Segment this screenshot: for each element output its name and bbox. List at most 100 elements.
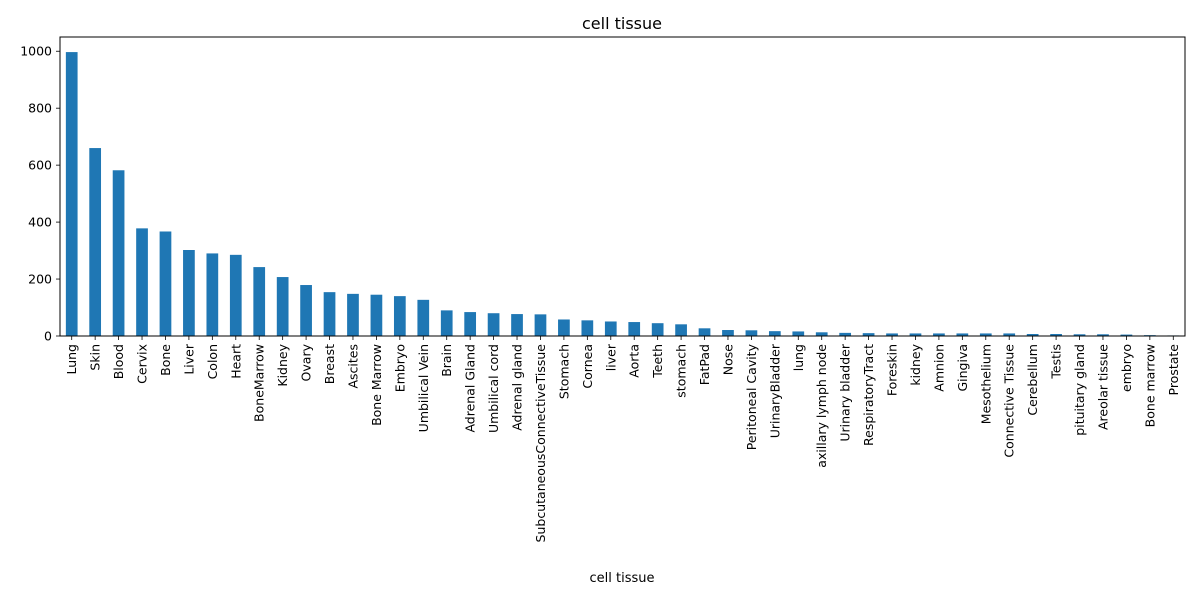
x-tick-label: Ovary (299, 343, 314, 381)
bar (1073, 334, 1086, 336)
bar (300, 285, 312, 336)
x-axis: Lung Skin Blood Cervix Bone Liver Colon Heart Bo… (64, 336, 1181, 542)
bar (604, 321, 617, 336)
x-tick-label: Ascites (345, 344, 360, 389)
bar (862, 333, 875, 336)
bar (956, 333, 969, 336)
bar (722, 330, 734, 336)
x-tick-label: kidney (908, 343, 923, 385)
x-tick-label: Foreskin (885, 344, 900, 396)
x-tick-label: Amnion (931, 344, 946, 392)
x-axis-title: cell tissue (590, 571, 655, 586)
bar (65, 52, 78, 337)
bar (347, 293, 359, 336)
x-tick-label: Nose (720, 344, 735, 376)
x-tick-label: Bone (158, 344, 173, 376)
x-tick-label: Teeth (650, 344, 665, 379)
y-tick-label: 400 (28, 215, 52, 230)
bar (206, 253, 219, 336)
x-tick-label: Areolar tissue (1095, 344, 1110, 430)
bar (323, 292, 336, 336)
bar (183, 250, 195, 336)
x-tick-label: Embryo (392, 344, 407, 392)
bar (558, 319, 570, 336)
x-tick-label: Peritoneal Cavity (744, 343, 759, 450)
x-tick-label: Stomach (556, 344, 571, 399)
bar (628, 322, 641, 336)
bar (417, 299, 430, 336)
x-tick-label: liver (603, 343, 618, 371)
bar (370, 294, 383, 336)
bar (534, 314, 547, 336)
bars-group (65, 52, 1180, 337)
x-tick-label: Aorta (627, 344, 642, 378)
x-tick-label: axillary lymph node (814, 344, 829, 468)
x-tick-label: Gingiva (955, 344, 970, 392)
y-tick-label: 800 (28, 101, 52, 116)
x-tick-label: Mesothelium (978, 344, 993, 424)
x-tick-label: lung (791, 344, 806, 371)
x-tick-label: Cornea (580, 344, 595, 389)
bar (112, 170, 125, 336)
bar (253, 267, 266, 336)
bar (1003, 333, 1016, 336)
chart-title: cell tissue (582, 14, 662, 33)
x-tick-label: Testis (1049, 344, 1064, 380)
x-tick-label: RespiratoryTract (861, 344, 876, 446)
bar (886, 333, 898, 336)
bar (698, 328, 711, 336)
x-tick-label: Adrenal gland (510, 344, 525, 431)
x-tick-label: Breast (322, 344, 337, 384)
bar (393, 296, 406, 336)
x-tick-label: Kidney (275, 343, 290, 386)
x-tick-label: Blood (111, 344, 126, 379)
x-tick-label: Prostate (1166, 344, 1181, 396)
y-axis: 0 200 400 600 800 1000 (20, 44, 60, 344)
x-tick-label: Heart (228, 344, 243, 379)
bar (136, 228, 148, 336)
x-tick-label: Bone Marrow (369, 344, 384, 426)
bar (1120, 334, 1133, 336)
x-tick-label: Brain (439, 344, 454, 377)
bar (1050, 334, 1062, 336)
x-tick-label: Cerebellum (1025, 344, 1040, 416)
plot-frame (59, 36, 1186, 337)
x-tick-label: Cervix (135, 344, 150, 384)
y-tick-label: 0 (44, 329, 52, 344)
bar (581, 320, 594, 336)
bar (815, 332, 828, 336)
x-tick-label: Connective Tissue (1002, 344, 1017, 458)
bar (792, 331, 805, 336)
bar (839, 332, 852, 336)
bar (440, 310, 453, 336)
bar (745, 330, 758, 336)
y-tick-label: 200 (28, 272, 52, 287)
x-tick-label: SubcutaneousConnectiveTissue (533, 344, 548, 543)
x-tick-label: FatPad (697, 344, 712, 385)
bar (651, 323, 664, 336)
bar (933, 333, 945, 336)
bar (487, 313, 500, 336)
bar (675, 324, 687, 336)
bar (229, 254, 242, 336)
bar (768, 331, 781, 336)
x-tick-label: Urinary bladder (838, 343, 853, 441)
x-tick-label: stomach (674, 344, 689, 398)
bar (1026, 334, 1039, 336)
x-tick-label: Colon (205, 344, 220, 379)
x-tick-label: UrinaryBladder (767, 343, 782, 438)
bar (1097, 334, 1109, 336)
bar (276, 277, 289, 336)
bar (89, 148, 102, 336)
y-tick-label: 1000 (20, 44, 52, 59)
x-tick-label: Umbilical Vein (416, 344, 431, 432)
x-tick-label: Bone marrow (1142, 344, 1157, 427)
x-tick-label: Umbilical cord (486, 344, 501, 433)
bar (511, 314, 523, 336)
bar (159, 231, 172, 336)
bar (464, 312, 477, 336)
x-tick-label: Adrenal Gland (463, 344, 478, 433)
x-tick-label: Lung (64, 344, 79, 375)
